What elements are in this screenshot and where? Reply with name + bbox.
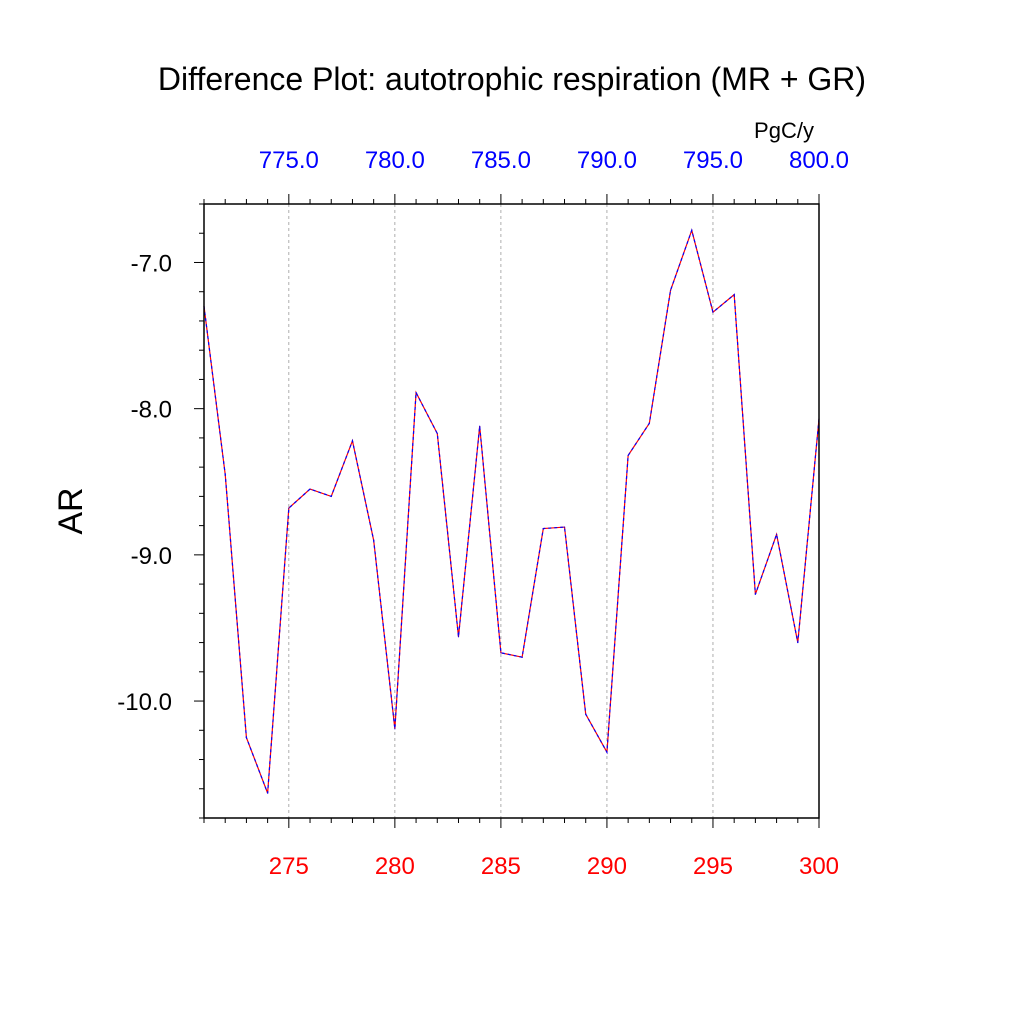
data-point bbox=[733, 294, 735, 296]
data-point bbox=[797, 641, 799, 644]
data-point bbox=[669, 289, 672, 291]
data-point bbox=[542, 527, 544, 530]
top-tick-label: 785.0 bbox=[471, 147, 531, 174]
y-tick-label: -7.0 bbox=[131, 250, 172, 277]
series-lines bbox=[203, 228, 820, 794]
data-point bbox=[563, 526, 566, 528]
grid-lines bbox=[288, 204, 714, 818]
top-tick-label: 775.0 bbox=[259, 147, 319, 174]
data-point bbox=[606, 751, 608, 753]
x-tick-label: 295 bbox=[693, 853, 733, 880]
data-point bbox=[288, 507, 290, 509]
x-tick-label: 290 bbox=[587, 853, 627, 880]
x-tick-label: 275 bbox=[269, 853, 309, 880]
data-point bbox=[415, 391, 417, 394]
data-point bbox=[224, 473, 226, 476]
y-axis-label: AR bbox=[52, 487, 90, 534]
top-tick-label: 780.0 bbox=[365, 147, 425, 174]
data-point bbox=[479, 425, 481, 427]
data-point bbox=[691, 229, 693, 231]
units-label: PgC/y bbox=[754, 118, 814, 143]
data-point bbox=[627, 454, 629, 457]
data-point bbox=[712, 311, 714, 313]
plot-frame bbox=[203, 203, 820, 819]
top-tick-label: 800.0 bbox=[789, 147, 849, 174]
data-point bbox=[373, 539, 375, 541]
axis-ticks bbox=[194, 194, 820, 828]
series-line bbox=[203, 228, 820, 794]
data-point bbox=[245, 736, 248, 739]
series-line-dashed bbox=[203, 228, 820, 794]
y-tick-label: -9.0 bbox=[131, 543, 172, 570]
tick-labels: 275 280 285 290 295 300 775.0 780.0 785.0 790.0 79… bbox=[117, 147, 849, 880]
data-point bbox=[754, 593, 756, 595]
y-tick-label: -8.0 bbox=[131, 397, 172, 424]
top-tick-label: 790.0 bbox=[577, 147, 637, 174]
data-point bbox=[585, 713, 587, 715]
data-point bbox=[267, 792, 269, 794]
data-point bbox=[500, 652, 502, 654]
data-point bbox=[394, 728, 396, 730]
data-point bbox=[521, 656, 523, 658]
x-tick-label: 280 bbox=[375, 853, 415, 880]
data-point bbox=[457, 636, 460, 638]
x-tick-label: 285 bbox=[481, 853, 521, 880]
x-tick-label: 300 bbox=[799, 853, 839, 880]
data-point bbox=[330, 495, 332, 497]
data-point bbox=[648, 422, 650, 424]
data-point bbox=[436, 432, 438, 435]
data-point bbox=[775, 533, 778, 535]
data-point bbox=[351, 440, 354, 442]
y-tick-label: -10.0 bbox=[117, 689, 172, 716]
top-tick-label: 795.0 bbox=[683, 147, 743, 174]
chart-title: Difference Plot: autotrophic respiration… bbox=[158, 61, 866, 97]
data-point bbox=[309, 488, 311, 490]
